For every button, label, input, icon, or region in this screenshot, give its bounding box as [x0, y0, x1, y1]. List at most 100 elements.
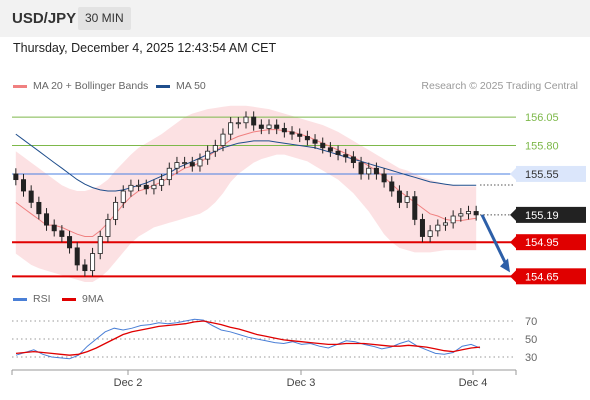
legend-ma20: MA 20 + Bollinger Bands	[13, 80, 148, 92]
ma50-swatch	[156, 84, 170, 88]
legend-rsi: RSI	[13, 293, 51, 305]
last-price-tag	[516, 206, 586, 223]
candle-body	[44, 213, 50, 226]
candle-body	[120, 190, 126, 203]
last-price-label: 155.19	[525, 210, 559, 222]
candle-body	[97, 236, 103, 254]
candle-body	[412, 196, 418, 220]
candle-body	[174, 162, 180, 169]
legend-rsi-label: RSI	[33, 293, 51, 305]
bollinger-band	[15, 105, 477, 282]
candle-body	[389, 181, 395, 192]
candle-body	[335, 150, 341, 155]
candle-body	[243, 116, 249, 124]
candle-body	[212, 145, 218, 152]
candle-body	[304, 135, 310, 141]
rsi-ma-swatch	[62, 297, 76, 301]
level-tag-support-2	[516, 268, 586, 285]
level-tag-pivot	[516, 165, 586, 182]
legend-ma50: MA 50	[156, 80, 206, 92]
candle-body	[404, 196, 410, 203]
candle-body	[312, 139, 318, 144]
candle-body	[458, 213, 464, 217]
candle-body	[465, 211, 472, 215]
candle-body	[13, 173, 19, 181]
candle-body	[166, 167, 172, 181]
candle-body	[358, 162, 364, 175]
candle-body	[20, 179, 27, 192]
candle-body	[228, 122, 234, 135]
credit: Research © 2025 Trading Central	[421, 80, 578, 92]
candle-body	[297, 133, 303, 137]
candle-body	[159, 179, 165, 186]
candle-body	[320, 142, 326, 149]
level-tag-support-1	[516, 234, 586, 251]
candle-body	[274, 124, 280, 129]
ma50-line	[15, 133, 477, 192]
forecast-arrow-shaft	[480, 214, 509, 267]
candle-body	[74, 247, 80, 266]
candle-body	[343, 154, 349, 158]
rsi-tick-label-70: 70	[525, 316, 537, 328]
candle-body	[51, 224, 57, 232]
candle-body	[251, 116, 257, 126]
candle-body	[235, 122, 241, 125]
candle-body	[450, 215, 456, 224]
rsi-series-rsi	[15, 318, 481, 360]
candle-body	[435, 224, 441, 232]
candle-body	[128, 184, 134, 192]
candle-body	[113, 201, 119, 220]
candle-body	[266, 124, 272, 129]
level-tag-arrow-pivot	[510, 167, 516, 180]
timestamp: Thursday, December 4, 2025 12:43:54 AM C…	[13, 41, 277, 55]
candle-body	[28, 190, 34, 203]
candle-body	[373, 167, 379, 175]
x-tick-label-1: Dec 3	[287, 377, 316, 389]
candle-body	[82, 264, 88, 272]
candle-body	[419, 219, 425, 237]
candle-body	[59, 230, 65, 237]
timeframe-badge[interactable]: 30 MIN	[78, 7, 131, 30]
forecast-arrow-head	[500, 258, 510, 273]
candle-body	[182, 162, 188, 164]
last-price-tag-arrow	[510, 208, 516, 221]
legend-ma20-label: MA 20 + Bollinger Bands	[33, 80, 149, 92]
x-tick-label-2: Dec 4	[459, 377, 488, 389]
level-label-resistance-1: 155.80	[525, 141, 559, 153]
candle-body	[473, 211, 479, 216]
level-tag-arrow-support-1	[510, 236, 516, 249]
level-label-support-2: 154.65	[525, 271, 559, 283]
level-label-support-1: 154.95	[525, 237, 559, 249]
candle-body	[151, 184, 157, 190]
candle-body	[281, 128, 287, 133]
candle-body	[143, 184, 149, 190]
candle-body	[189, 162, 195, 167]
candle-body	[366, 167, 372, 175]
level-label-resistance-2: 156.05	[525, 112, 559, 124]
legend-rsi-ma: 9MA	[62, 293, 104, 305]
candle-body	[90, 253, 96, 272]
rsi-swatch	[13, 297, 27, 301]
candle-body	[197, 158, 203, 167]
ma20-swatch	[13, 84, 27, 88]
candle-body	[67, 236, 73, 249]
level-label-pivot: 155.55	[525, 169, 559, 181]
legend-ma50-label: MA 50	[176, 80, 206, 92]
rsi-tick-label-50: 50	[525, 334, 537, 346]
candle-body	[427, 230, 433, 237]
candle-body	[396, 190, 402, 203]
level-tag-arrow-support-2	[510, 270, 516, 283]
candle-body	[220, 133, 226, 146]
rsi-tick-label-30: 30	[525, 352, 537, 364]
candle-body	[442, 222, 448, 226]
rsi-series-9ma	[15, 320, 481, 356]
legend-rsi-ma-label: 9MA	[82, 293, 104, 305]
symbol-title: USD/JPY	[12, 10, 77, 27]
candle-body	[350, 156, 356, 163]
x-tick-label-0: Dec 2	[114, 377, 143, 389]
candle-body	[136, 184, 142, 187]
candle-body	[105, 219, 111, 237]
chart-header: USD/JPY 30 MIN	[0, 0, 590, 37]
candle-body	[258, 124, 264, 129]
